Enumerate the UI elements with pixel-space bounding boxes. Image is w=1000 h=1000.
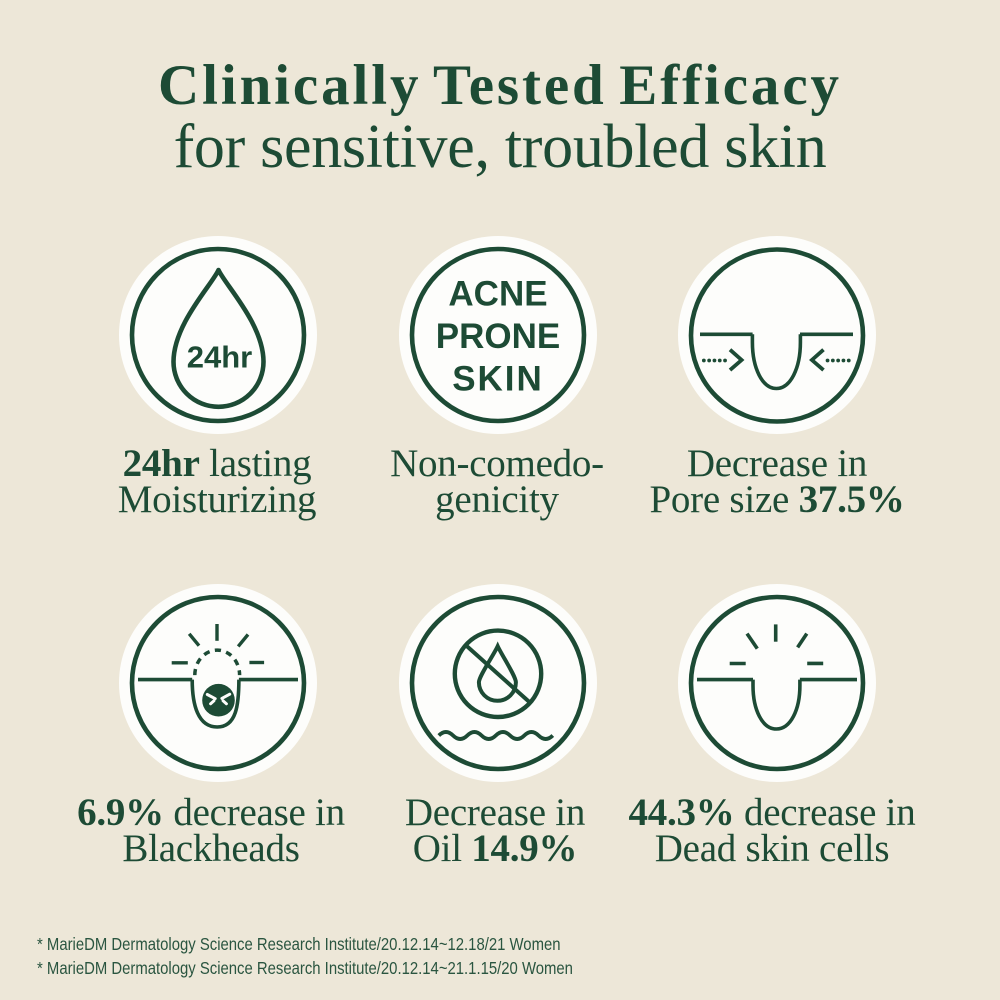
svg-text:ACNE: ACNE <box>448 274 547 313</box>
svg-text:SKIN: SKIN <box>452 359 544 398</box>
svg-text:24hr: 24hr <box>187 339 252 374</box>
svg-text:PRONE: PRONE <box>435 317 559 356</box>
